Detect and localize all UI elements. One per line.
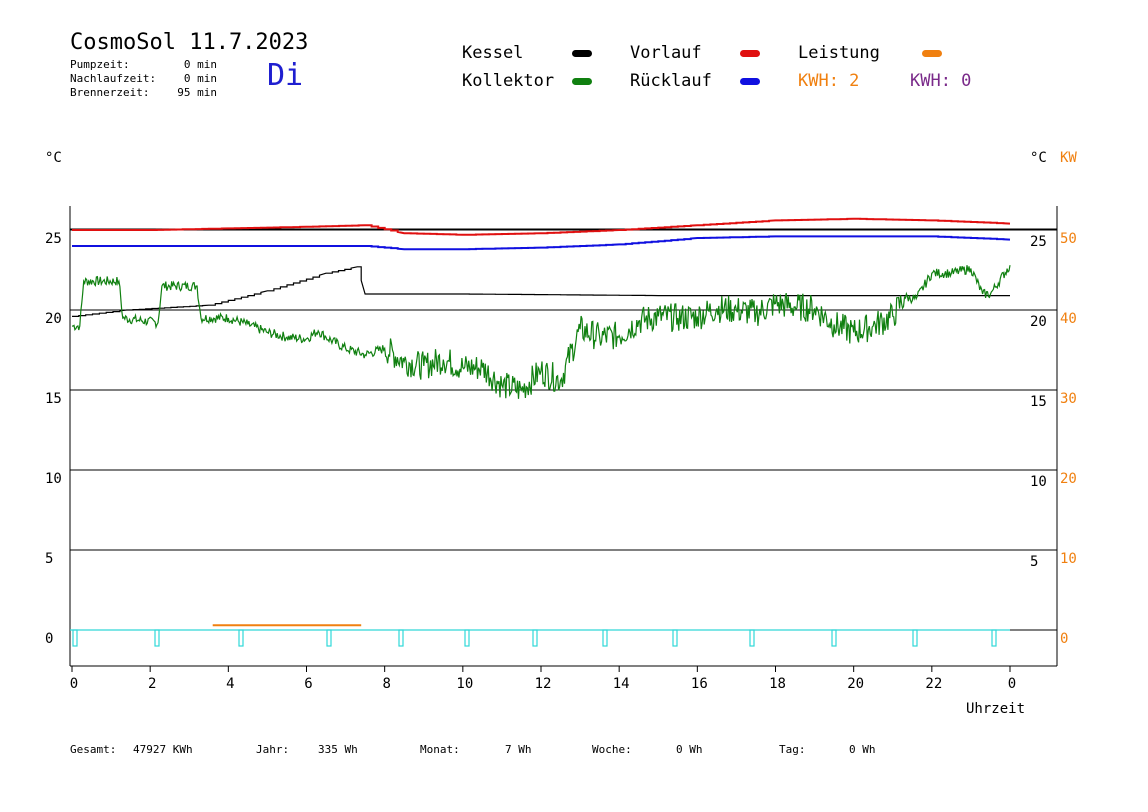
footer-value-tag: 0 Wh [849,743,876,756]
pump-marker [749,629,755,647]
pump-marker [991,629,997,647]
x-tick-label: 4 [226,676,234,692]
left-unit: °C [45,150,62,166]
y-kw-tick-label: 10 [1060,551,1077,567]
stat-label-nachlaufzeit: Nachlaufzeit: [70,72,157,85]
pump-marker [154,629,160,647]
y-left-tick-label: 5 [45,551,53,567]
pump-marker [672,629,678,647]
y-right-tick-label: 15 [1030,394,1047,410]
legend-swatch-leistung [922,50,942,57]
legend-label-ruecklauf: Rücklauf [630,71,712,91]
stat-value-nachlaufzeit: 0 min [183,72,217,85]
x-tick-label: 8 [382,676,390,692]
x-tick-label: 12 [535,676,552,692]
y-left-tick-label: 0 [45,631,53,647]
footer-label-monat: Monat: [420,743,460,756]
y-right-tick-label: 25 [1030,234,1047,250]
footer-label-woche: Woche: [592,743,632,756]
y-right-tick-label: 20 [1030,314,1047,330]
x-tick-label: 14 [613,676,630,692]
footer-value-monat: 7 Wh [505,743,532,756]
x-tick-label: 18 [769,676,786,692]
x-tick-label: 6 [304,676,312,692]
y-kw-tick-label: 30 [1060,391,1077,407]
legend-swatch-kollektor [572,78,592,85]
kwh-orange: KWH: 2 [798,71,860,91]
x-tick-label: 2 [148,676,156,692]
pump-marker [602,629,608,647]
pump-marker [912,629,918,647]
y-right-tick-label: 5 [1030,554,1038,570]
grid-layer [69,206,1058,667]
y-kw-tick-label: 0 [1060,631,1068,647]
footer-value-jahr: 335 Wh [318,743,358,756]
legend-swatch-vorlauf [740,50,760,57]
series-line-vorlauf [72,217,1011,236]
series-line-kollektor [71,265,1011,399]
footer-label-tag: Tag: [779,743,806,756]
y-left-tick-label: 25 [45,231,62,247]
legend-label-vorlauf: Vorlauf [630,43,702,63]
pump-marker [532,629,538,647]
legend-label-kessel: Kessel [462,43,524,63]
y-left-tick-label: 20 [45,311,62,327]
stat-value-pumpzeit: 0 min [183,58,217,71]
y-kw-tick-label: 50 [1060,231,1077,247]
legend-label-kollektor: Kollektor [462,71,555,91]
legend-swatch-kessel [572,50,592,57]
weekday-label: Di [267,58,304,93]
pump-marker [72,629,78,647]
footer-label-jahr: Jahr: [256,743,290,756]
kwh-purple: KWH: 0 [910,71,972,91]
stat-label-brennerzeit: Brennerzeit: [70,86,150,99]
stat-value-brennerzeit: 95 min [177,86,217,99]
pump-marker [326,629,332,647]
series-layer [70,217,1011,647]
y-kw-tick-label: 20 [1060,471,1077,487]
x-axis-label: Uhrzeit [966,701,1026,717]
footer-label-gesamt: Gesamt: [70,743,117,756]
tick-layer: 0 2 4 6 8 10 12 14 16 18 20 22 0 0 5 10 15 20 25 5 10 15 20 25 0… [45,231,1077,692]
y-left-tick-label: 15 [45,391,62,407]
legend-label-leistung: Leistung [798,43,880,63]
y-left-tick-label: 10 [45,471,62,487]
series-line-kessel [72,266,1010,317]
right-unit: °C [1030,150,1047,166]
chart-title: CosmoSol 11.7.2023 [70,30,309,55]
pump-marker [238,629,244,647]
pump-marker [831,629,837,647]
x-tick-label: 20 [847,676,864,692]
right-unit-kw: KW [1060,150,1077,166]
x-tick-label: 16 [691,676,708,692]
legend-swatch-ruecklauf [740,78,760,85]
x-tick-label: 10 [456,676,473,692]
y-kw-tick-label: 40 [1060,311,1077,327]
stat-label-pumpzeit: Pumpzeit: [70,58,130,71]
series-line-ruecklauf [72,235,1011,251]
footer-value-gesamt: 47927 KWh [133,743,193,756]
x-tick-label: 22 [925,676,942,692]
y-right-tick-label: 10 [1030,474,1047,490]
x-tick-label: 0 [1008,676,1016,692]
pump-marker [398,629,404,647]
x-tick-label: 0 [70,676,78,692]
footer-value-woche: 0 Wh [676,743,703,756]
pump-marker [464,629,470,647]
